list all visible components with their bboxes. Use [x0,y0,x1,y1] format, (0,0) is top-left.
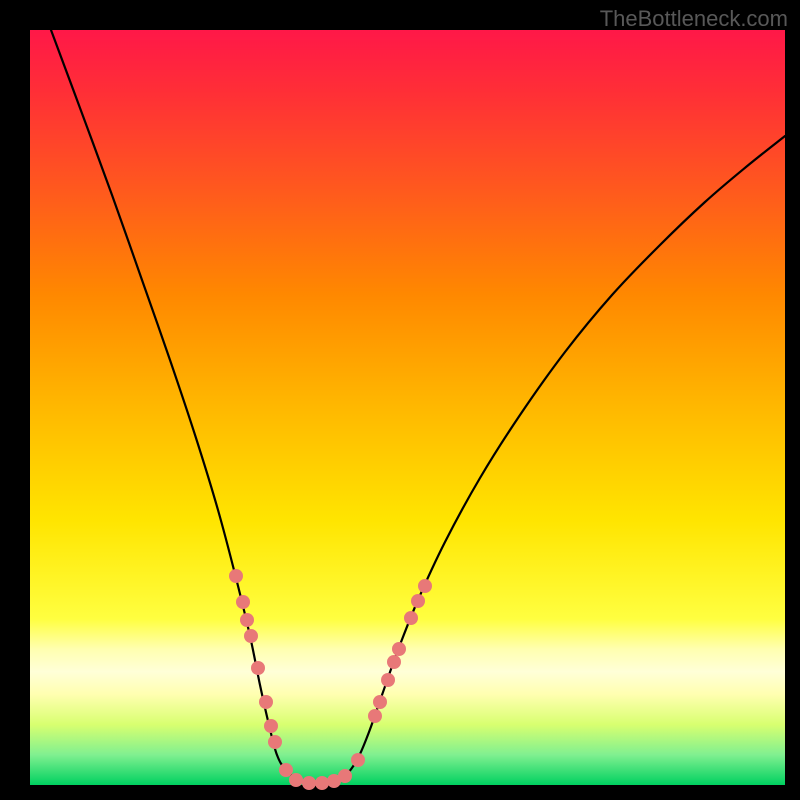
curve-marker [268,735,282,749]
curve-marker [279,763,293,777]
curve-marker [387,655,401,669]
curve-marker [315,776,329,790]
curve-marker [264,719,278,733]
curve-marker [392,642,406,656]
plot-background [30,30,785,785]
curve-marker [411,594,425,608]
curve-marker [259,695,273,709]
curve-marker [236,595,250,609]
curve-marker [368,709,382,723]
bottleneck-curve-chart [0,0,800,800]
curve-marker [338,769,352,783]
curve-marker [251,661,265,675]
watermark-text: TheBottleneck.com [600,6,788,32]
curve-marker [418,579,432,593]
curve-marker [289,773,303,787]
curve-marker [381,673,395,687]
curve-marker [240,613,254,627]
curve-marker [302,776,316,790]
curve-marker [351,753,365,767]
curve-marker [373,695,387,709]
curve-marker [229,569,243,583]
curve-marker [404,611,418,625]
curve-marker [244,629,258,643]
